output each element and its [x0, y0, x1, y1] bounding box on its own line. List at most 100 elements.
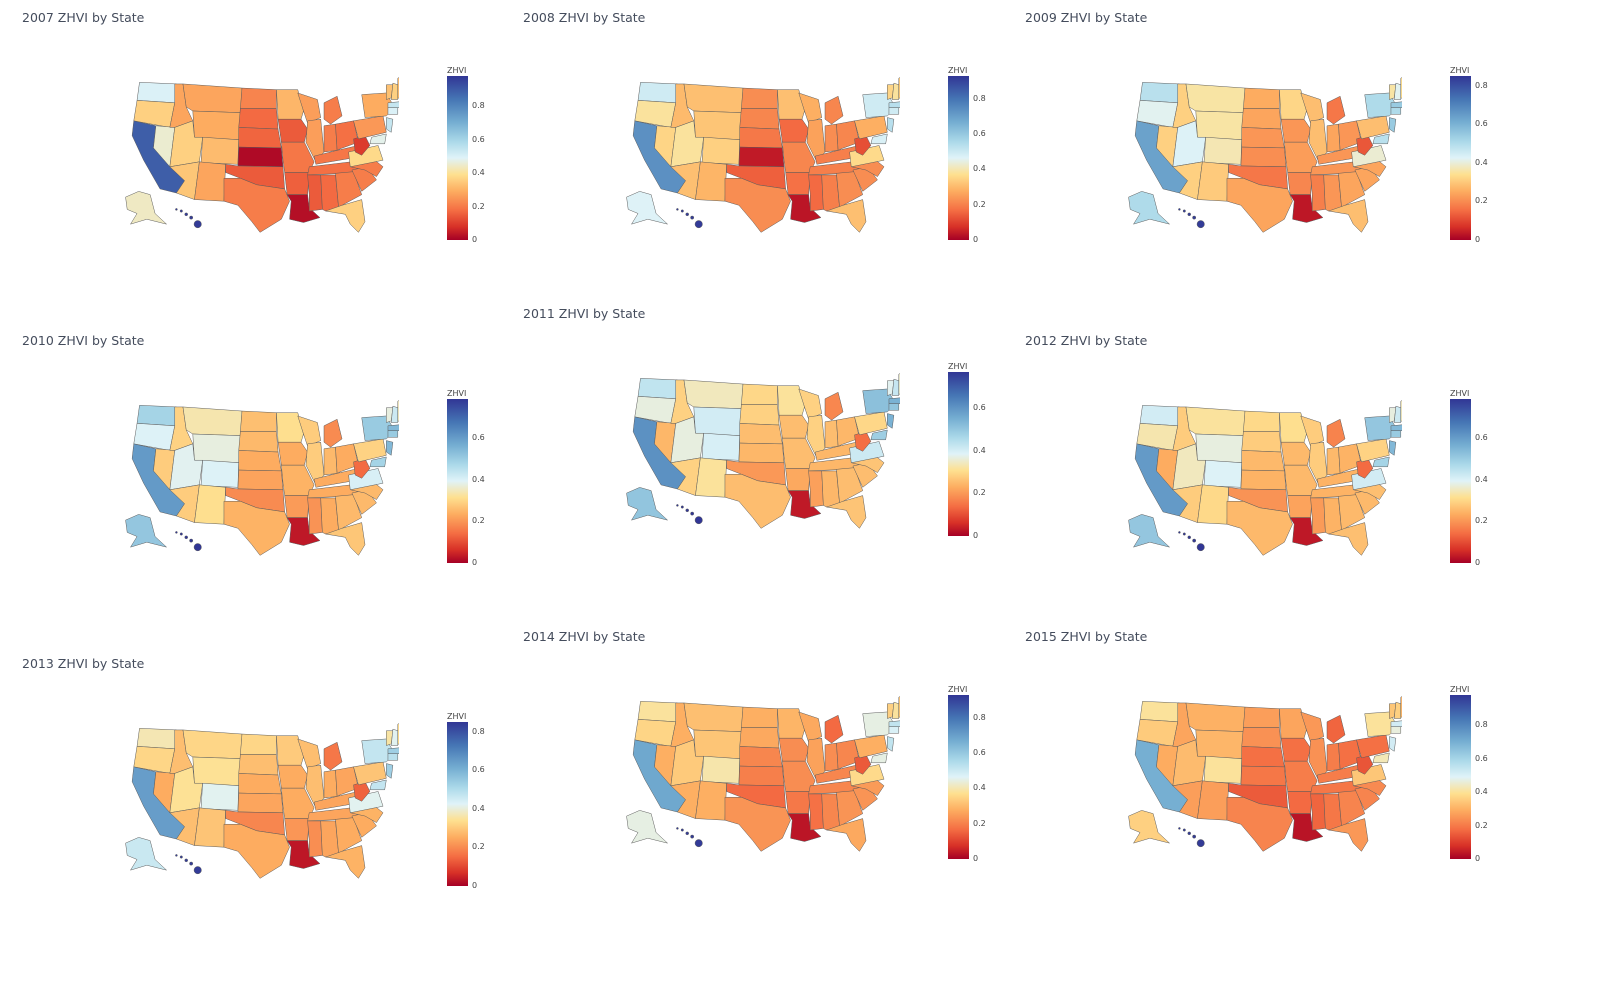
state-AR[interactable] [1287, 791, 1313, 814]
state-SD[interactable] [1241, 727, 1282, 749]
state-MA[interactable] [888, 101, 900, 108]
state-ME[interactable] [1400, 692, 1402, 718]
state-MT[interactable] [1185, 83, 1246, 113]
state-AK[interactable] [1128, 191, 1170, 225]
state-TX[interactable] [724, 796, 791, 852]
state-LA[interactable] [286, 194, 321, 223]
state-IN[interactable] [824, 742, 839, 772]
state-LA[interactable] [787, 490, 822, 519]
state-KS[interactable] [1240, 146, 1287, 168]
state-IA[interactable] [1280, 118, 1311, 143]
state-GA[interactable] [335, 817, 363, 857]
state-GA[interactable] [836, 790, 864, 830]
state-NH[interactable] [390, 405, 399, 423]
state-CO[interactable] [200, 782, 239, 811]
state-AK[interactable] [626, 191, 668, 225]
state-MT[interactable] [683, 379, 744, 409]
state-HI[interactable] [676, 827, 703, 848]
state-MA[interactable] [387, 101, 399, 108]
state-AR[interactable] [1287, 172, 1313, 195]
state-ME[interactable] [898, 692, 900, 718]
state-WY[interactable] [693, 406, 742, 436]
state-CO[interactable] [200, 136, 239, 165]
state-IN[interactable] [824, 123, 839, 153]
state-AK[interactable] [125, 191, 167, 225]
state-NE[interactable] [238, 450, 282, 472]
state-MN[interactable] [1279, 412, 1307, 443]
state-AZ[interactable] [169, 484, 200, 523]
state-SD[interactable] [739, 108, 780, 130]
state-MS[interactable] [808, 793, 824, 831]
choropleth-map[interactable] [99, 385, 399, 585]
state-AR[interactable] [1287, 495, 1313, 518]
state-ME[interactable] [397, 396, 399, 422]
state-NJ[interactable] [386, 440, 394, 456]
state-MA[interactable] [387, 747, 399, 754]
state-CO[interactable] [701, 432, 740, 461]
state-MT[interactable] [683, 702, 744, 732]
state-CT[interactable] [1390, 430, 1402, 438]
state-FL[interactable] [1328, 199, 1369, 233]
state-MS[interactable] [307, 174, 323, 212]
state-MT[interactable] [1185, 702, 1246, 732]
state-OH[interactable] [1338, 443, 1362, 474]
choropleth-map[interactable] [600, 358, 900, 558]
state-AK[interactable] [626, 487, 668, 521]
state-MT[interactable] [683, 83, 744, 113]
state-FL[interactable] [325, 199, 366, 233]
state-MS[interactable] [808, 470, 824, 508]
state-WA[interactable] [136, 728, 177, 750]
state-AR[interactable] [284, 495, 310, 518]
state-SD[interactable] [1241, 108, 1282, 130]
state-MT[interactable] [182, 83, 243, 113]
state-PA[interactable] [854, 411, 888, 436]
state-PA[interactable] [854, 115, 888, 140]
state-NE[interactable] [1241, 127, 1285, 149]
state-AZ[interactable] [670, 780, 701, 819]
state-AK[interactable] [626, 810, 668, 844]
state-WA[interactable] [637, 701, 678, 723]
state-NE[interactable] [1241, 746, 1285, 768]
choropleth-map[interactable] [600, 62, 900, 262]
choropleth-map[interactable] [99, 708, 399, 908]
state-MS[interactable] [808, 174, 824, 212]
state-LA[interactable] [787, 194, 822, 223]
state-WY[interactable] [192, 110, 241, 140]
state-CT[interactable] [888, 403, 900, 411]
state-SD[interactable] [238, 754, 279, 776]
state-SD[interactable] [238, 431, 279, 453]
state-MN[interactable] [777, 708, 805, 739]
state-NJ[interactable] [386, 117, 394, 133]
state-AZ[interactable] [1172, 161, 1203, 200]
state-PA[interactable] [1356, 734, 1390, 759]
state-PA[interactable] [854, 734, 888, 759]
state-AR[interactable] [284, 818, 310, 841]
state-OH[interactable] [1338, 739, 1362, 770]
state-WA[interactable] [1139, 405, 1180, 427]
state-GA[interactable] [1338, 494, 1366, 534]
state-SD[interactable] [1241, 431, 1282, 453]
state-MI[interactable] [1326, 95, 1346, 125]
state-HI[interactable] [175, 208, 202, 229]
state-AK[interactable] [1128, 810, 1170, 844]
state-ME[interactable] [1400, 73, 1402, 99]
state-MN[interactable] [1279, 89, 1307, 120]
state-OH[interactable] [836, 416, 860, 447]
state-WY[interactable] [192, 433, 241, 463]
state-MD[interactable] [870, 752, 888, 764]
state-MS[interactable] [307, 820, 323, 858]
state-WY[interactable] [192, 756, 241, 786]
state-KS[interactable] [1240, 469, 1287, 491]
state-MD[interactable] [369, 779, 387, 791]
state-FL[interactable] [1328, 522, 1369, 556]
state-GA[interactable] [836, 171, 864, 211]
choropleth-map[interactable] [1102, 681, 1402, 881]
state-PA[interactable] [1356, 115, 1390, 140]
state-MD[interactable] [1372, 456, 1390, 468]
state-NH[interactable] [390, 82, 399, 100]
state-TX[interactable] [223, 177, 290, 233]
state-AZ[interactable] [169, 807, 200, 846]
state-MD[interactable] [1372, 133, 1390, 145]
state-WY[interactable] [1195, 729, 1244, 759]
state-ND[interactable] [741, 706, 778, 728]
